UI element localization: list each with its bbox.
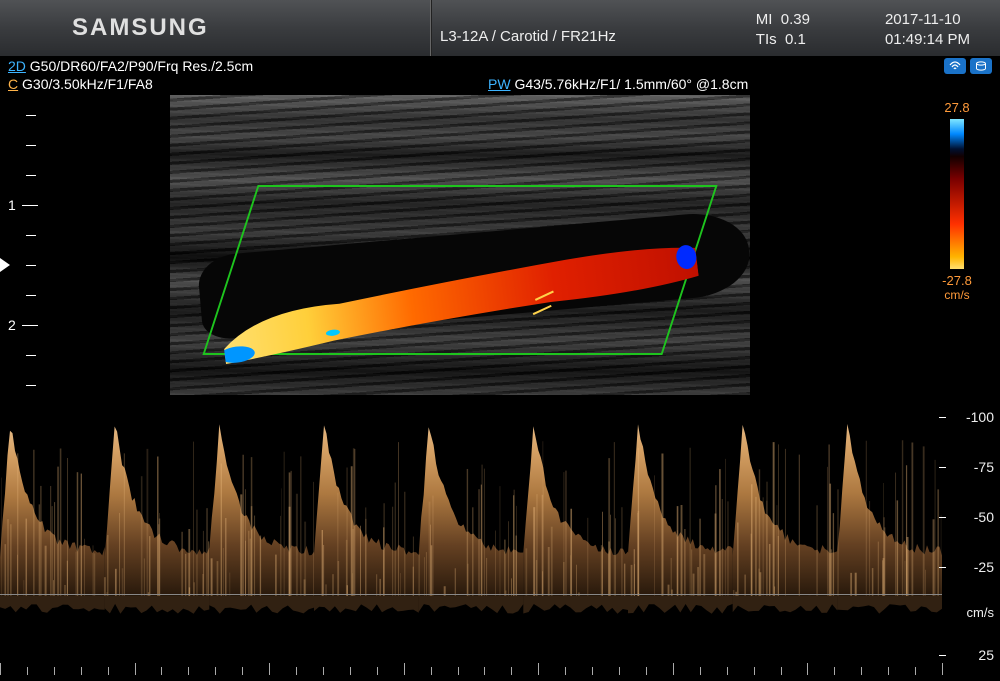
param-pw: PW G43/5.76kHz/F1/ 1.5mm/60° @1.8cm	[488, 76, 748, 92]
datetime-block: 2017-11-10 01:49:14 PM	[885, 10, 970, 50]
mi-row: MI 0.39	[756, 10, 810, 30]
mi-tis-block: MI 0.39 TIs 0.1	[756, 10, 810, 50]
param-c: C G30/3.50kHz/F1/FA8	[8, 76, 153, 92]
colorbar-gradient	[950, 119, 964, 269]
probe-preset: L3-12A / Carotid / FR21Hz	[440, 28, 616, 45]
velocity-label: -100	[966, 409, 994, 425]
tis-row: TIs 0.1	[756, 30, 810, 50]
velocity-unit: cm/s	[967, 605, 994, 620]
tis-label: TIs	[756, 31, 777, 48]
bmode-image[interactable]	[170, 95, 750, 395]
velocity-label: -25	[974, 559, 994, 575]
param-pw-values: G43/5.76kHz/F1/ 1.5mm/60° @1.8cm	[514, 76, 748, 92]
color-velocity-bar: 27.8 -27.8 cm/s	[932, 100, 982, 300]
exam-time: 01:49:14 PM	[885, 30, 970, 50]
tis-value: 0.1	[785, 31, 806, 48]
velocity-label: 25	[978, 647, 994, 663]
colorbar-min: -27.8	[932, 273, 982, 288]
brand-logo: SAMSUNG	[72, 14, 209, 42]
top-bar: SAMSUNG L3-12A / Carotid / FR21Hz MI 0.3…	[0, 0, 1000, 56]
colorbar-unit: cm/s	[932, 288, 982, 302]
exam-date: 2017-11-10	[885, 10, 970, 30]
param-2d-values: G50/DR60/FA2/P90/Frq Res./2.5cm	[30, 58, 253, 74]
param-c-values: G30/3.50kHz/F1/FA8	[22, 76, 153, 92]
param-c-label[interactable]: C	[8, 76, 18, 92]
velocity-scale: -100 -75 -50 -25 25 cm/s	[942, 405, 994, 660]
status-icons	[944, 58, 992, 74]
doppler-baseline[interactable]	[0, 594, 942, 595]
network-icon[interactable]	[944, 58, 966, 74]
velocity-label: -50	[974, 509, 994, 525]
param-2d: 2D G50/DR60/FA2/P90/Frq Res./2.5cm	[8, 58, 253, 74]
depth-ruler: 12	[8, 95, 44, 395]
param-2d-label[interactable]: 2D	[8, 58, 26, 74]
time-ruler	[0, 665, 942, 675]
velocity-label: -75	[974, 459, 994, 475]
param-pw-label[interactable]: PW	[488, 76, 511, 92]
mi-label: MI	[756, 11, 773, 28]
spectral-doppler[interactable]	[0, 405, 942, 635]
spectral-waveform	[0, 405, 942, 635]
parameter-row: 2D G50/DR60/FA2/P90/Frq Res./2.5cm C G30…	[8, 58, 992, 98]
cine-play-icon[interactable]	[0, 258, 10, 272]
depth-label: 1	[8, 197, 16, 213]
top-divider	[430, 0, 431, 56]
mi-value: 0.39	[781, 11, 810, 28]
colorbar-max: 27.8	[932, 100, 982, 115]
depth-label: 2	[8, 317, 16, 333]
storage-icon[interactable]	[970, 58, 992, 74]
